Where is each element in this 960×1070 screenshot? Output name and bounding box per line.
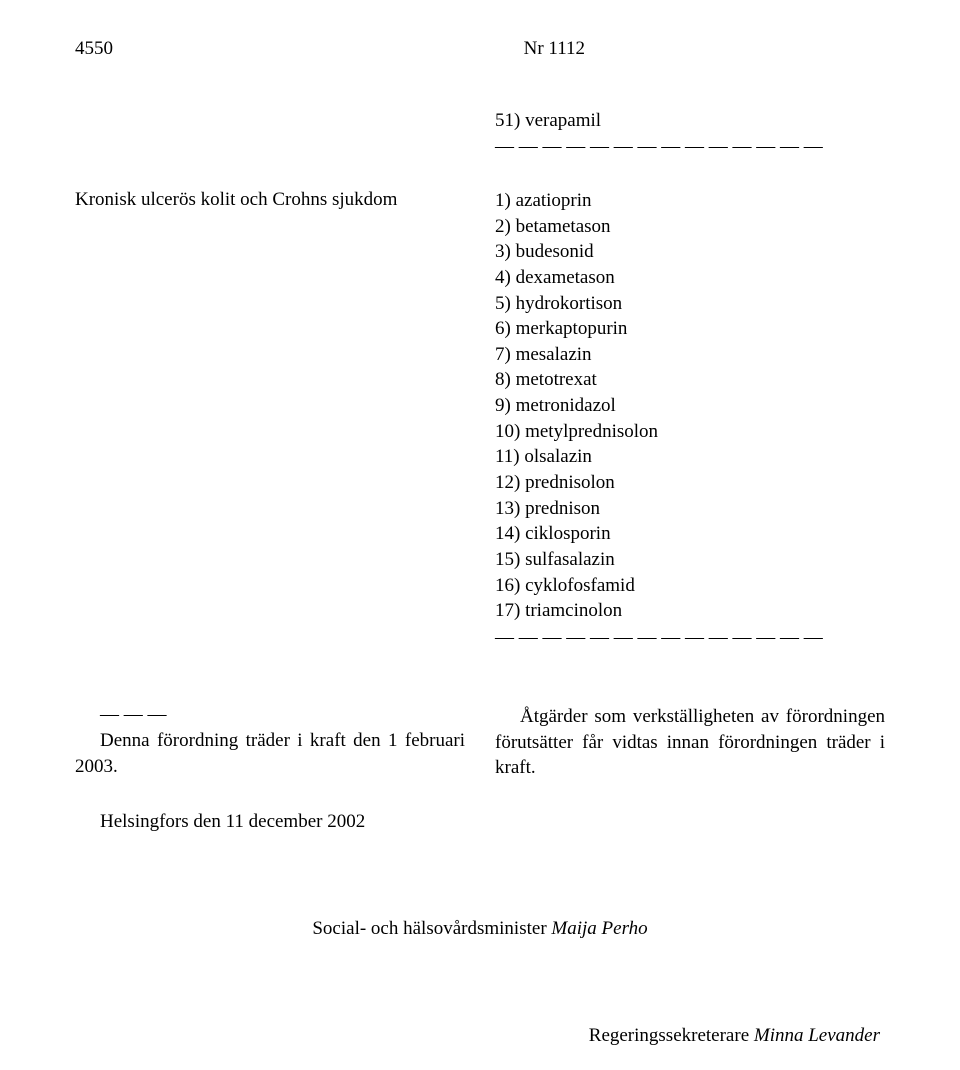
list-item: 17) triamcinolon bbox=[495, 598, 885, 624]
minister-title: Social- och hälsovårdsminister bbox=[312, 918, 551, 939]
secretary-title: Regeringssekreterare bbox=[589, 1025, 754, 1046]
minister-signature: Social- och hälsovårdsminister Maija Per… bbox=[75, 918, 885, 940]
list-item: 8) metotrexat bbox=[495, 367, 885, 393]
list-item: 6) merkaptopurin bbox=[495, 316, 885, 342]
condition-title: Kronisk ulcerös kolit och Crohns sjukdom bbox=[75, 188, 495, 649]
list-item: 16) cyklofosfamid bbox=[495, 573, 885, 599]
list-item: 13) prednison bbox=[495, 496, 885, 522]
short-separator: — — — bbox=[100, 704, 465, 726]
list-item: 2) betametason bbox=[495, 214, 885, 240]
list-item: 7) mesalazin bbox=[495, 342, 885, 368]
list-item: 5) hydrokortison bbox=[495, 291, 885, 317]
enactment-right: Åtgärder som verkställigheten av förordn… bbox=[495, 704, 885, 781]
minister-name: Maija Perho bbox=[551, 918, 647, 939]
secretary-name: Minna Levander bbox=[754, 1025, 880, 1046]
list-item: 9) metronidazol bbox=[495, 393, 885, 419]
place-date: Helsingfors den 11 december 2002 bbox=[100, 811, 885, 833]
enactment-text-left: Denna förordning träder i kraft den 1 fe… bbox=[75, 728, 465, 779]
list-item: 15) sulfasalazin bbox=[495, 547, 885, 573]
item-51: 51) verapamil bbox=[495, 110, 885, 132]
page-header: 4550 Nr 1112 bbox=[75, 38, 885, 60]
list-item: 1) azatioprin bbox=[495, 188, 885, 214]
enactment-row: — — — Denna förordning träder i kraft de… bbox=[75, 704, 885, 781]
list-item: 11) olsalazin bbox=[495, 444, 885, 470]
document-number: Nr 1112 bbox=[524, 38, 585, 60]
list-item: 10) metylprednisolon bbox=[495, 419, 885, 445]
secretary-signature: Regeringssekreterare Minna Levander bbox=[75, 1025, 880, 1047]
separator-top: — — — — — — — — — — — — — — bbox=[495, 136, 885, 158]
list-item: 3) budesonid bbox=[495, 239, 885, 265]
list-item: 12) prednisolon bbox=[495, 470, 885, 496]
enactment-text-right: Åtgärder som verkställigheten av förordn… bbox=[495, 704, 885, 781]
medication-list: 1) azatioprin 2) betametason 3) budesoni… bbox=[495, 188, 885, 649]
enactment-left: — — — Denna förordning träder i kraft de… bbox=[75, 704, 465, 781]
list-item: 4) dexametason bbox=[495, 265, 885, 291]
separator-list: — — — — — — — — — — — — — — bbox=[495, 627, 885, 649]
page-number: 4550 bbox=[75, 38, 113, 60]
list-item: 14) ciklosporin bbox=[495, 521, 885, 547]
main-content-row: Kronisk ulcerös kolit och Crohns sjukdom… bbox=[75, 188, 885, 649]
